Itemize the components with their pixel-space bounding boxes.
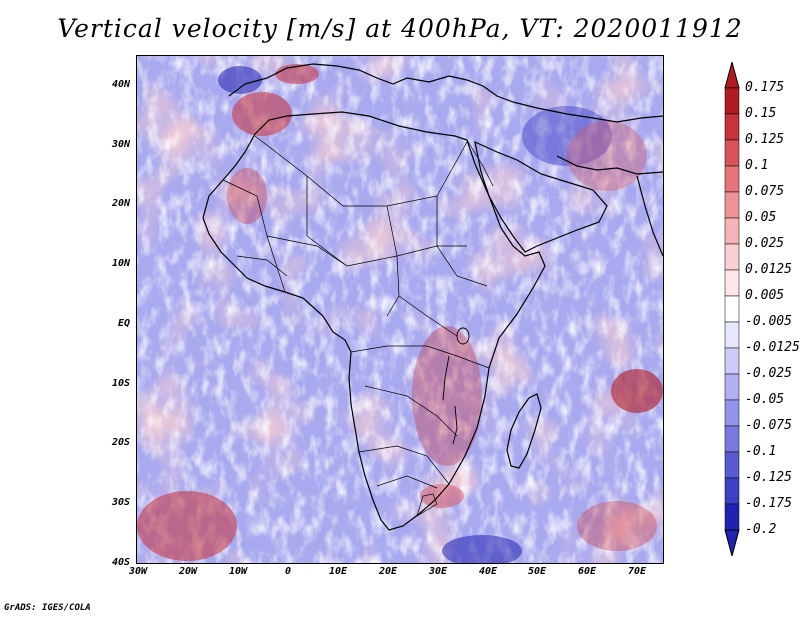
lon-label-0: 0 (284, 566, 292, 577)
colorbar-label: -0.005 (745, 314, 792, 329)
lon-label-10e: 10E (328, 566, 348, 577)
lat-label-10s: 10S (111, 378, 130, 389)
colorbar-label: 0.005 (745, 288, 785, 303)
lon-label-20e: 20E (378, 566, 398, 577)
lon-label-70e: 70E (627, 566, 647, 577)
lat-label-10n: 10N (111, 258, 130, 269)
colorbar-box (724, 217, 740, 245)
colorbar-box (724, 451, 740, 479)
colorbar-box (724, 113, 740, 141)
colorbar-box (724, 243, 740, 271)
colorbar-box (724, 269, 740, 297)
lon-label-30w: 30W (128, 566, 148, 577)
lon-label-40e: 40E (478, 566, 498, 577)
colorbar-box (724, 503, 740, 531)
colorbar-label: 0.05 (745, 210, 777, 225)
map-plot-area (136, 55, 664, 564)
lat-label-40n: 40N (111, 79, 130, 90)
colorbar-box (724, 295, 740, 323)
lat-label-40s: 40S (111, 557, 130, 568)
country-borders (222, 135, 494, 517)
colorbar-label: -0.1 (745, 444, 777, 459)
colorbar-label: 0.1 (745, 158, 769, 173)
colorbar-box (724, 399, 740, 427)
colorbar-label: 0.025 (745, 236, 785, 251)
lat-label-eq: EQ (117, 318, 130, 329)
lakes (442, 327, 470, 445)
coastlines (202, 63, 663, 531)
lat-label-30s: 30S (111, 497, 130, 508)
lon-label-50e: 50E (527, 566, 547, 577)
lon-label-20w: 20W (178, 566, 198, 577)
colorbar-label: 0.125 (745, 132, 785, 147)
colorbar-top-arrow (724, 62, 740, 89)
colorbar-box (724, 191, 740, 219)
colorbar-box (724, 139, 740, 167)
colorbar-label: 0.075 (745, 184, 785, 199)
colorbar-label: -0.125 (745, 470, 792, 485)
colorbar-label: -0.075 (745, 418, 792, 433)
colorbar-label: 0.15 (745, 106, 777, 121)
strong-motion-patches (137, 64, 663, 563)
colorbar-box (724, 321, 740, 349)
lon-label-10w: 10W (228, 566, 248, 577)
colorbar-label: -0.0125 (745, 340, 800, 355)
colorbar-label: -0.175 (745, 496, 792, 511)
colorbar-box (724, 165, 740, 193)
lat-label-30n: 30N (111, 139, 130, 150)
colorbar-box (724, 87, 740, 115)
colorbar-label: 0.0125 (745, 262, 792, 277)
colorbar-box (724, 425, 740, 453)
colorbar-label: -0.2 (745, 522, 777, 537)
chart-title: Vertical velocity [m/s] at 400hPa, VT: 2… (57, 14, 743, 43)
colorbar-label: 0.175 (745, 80, 785, 95)
lat-label-20s: 20S (111, 437, 130, 448)
colorbar-bottom-arrow (724, 529, 740, 556)
lon-label-30e: 30E (428, 566, 448, 577)
colorbar-box (724, 347, 740, 375)
colorbar-boxes (724, 87, 740, 531)
colorbar-label: -0.025 (745, 366, 792, 381)
credit-text: GrADS: IGES/COLA (4, 603, 91, 613)
lon-label-60e: 60E (577, 566, 597, 577)
colorbar-label: -0.05 (745, 392, 785, 407)
lat-label-20n: 20N (111, 198, 130, 209)
colorbar (724, 62, 740, 556)
colorbar-box (724, 373, 740, 401)
colorbar-box (724, 477, 740, 505)
map-svg (137, 56, 663, 563)
